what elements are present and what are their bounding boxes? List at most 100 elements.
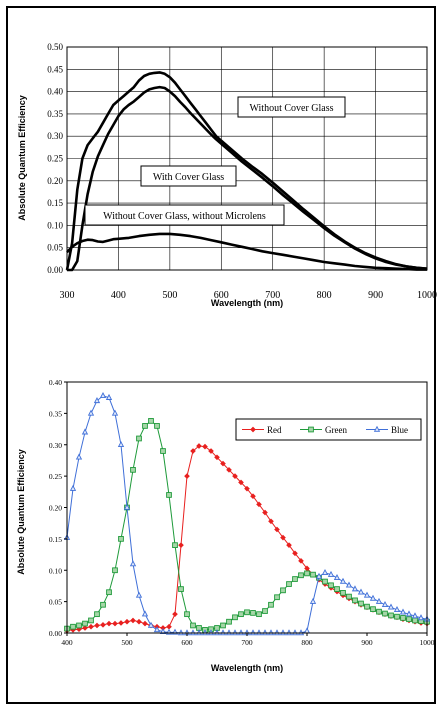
- chart2-green-point: [100, 601, 106, 608]
- chart2-series-green: [64, 418, 430, 633]
- chart2-blue-point: [309, 597, 317, 604]
- chart2-red-point: [118, 620, 124, 626]
- annotation-with-cover-glass: With Cover Glass: [140, 165, 237, 187]
- chart2-green-point: [148, 418, 154, 424]
- chart2-green-point: [304, 570, 310, 577]
- chart2-red-point: [208, 448, 214, 454]
- chart1-ytick-label: 0.10: [47, 220, 63, 230]
- chart2-red-point: [274, 526, 280, 533]
- chart2-blue-point: [327, 570, 335, 577]
- chart2-blue-point: [399, 608, 407, 615]
- chart2-blue-point: [417, 614, 425, 621]
- annotation-label: Without Cover Glass, without Microlens: [103, 211, 266, 222]
- chart2-blue-point: [363, 591, 371, 598]
- chart2-blue-point: [315, 572, 323, 579]
- chart2-ytick-label: 0.00: [49, 629, 62, 638]
- chart2-green-point: [106, 589, 112, 596]
- chart2-ytick-label: 0.35: [49, 409, 62, 418]
- chart1-x-axis-label: Wavelength (nm): [211, 298, 283, 308]
- chart2-red-point: [190, 448, 196, 454]
- chart1-ytick-label: 0.20: [47, 176, 63, 186]
- chart2-blue-point: [405, 610, 413, 617]
- chart2-plot-border: [66, 381, 428, 634]
- chart1-ytick-label: 0.35: [47, 109, 63, 119]
- chart2-red-point: [268, 518, 274, 525]
- legend-label-green: Green: [325, 425, 347, 435]
- chart2-ytick-label: 0.20: [49, 504, 62, 513]
- chart2-blue-point: [393, 606, 401, 613]
- chart2-red-point: [238, 479, 244, 486]
- chart2-red-point: [172, 611, 178, 617]
- chart2-blue-point: [141, 610, 149, 617]
- chart2-blue-point: [87, 409, 95, 416]
- chart2-red-point: [292, 550, 298, 557]
- legend-entry-red: Red: [242, 425, 282, 435]
- chart2-blue-point: [345, 581, 353, 588]
- chart2-green-point: [352, 597, 358, 604]
- chart2-yticks: 0.00 0.05 0.10 0.15 0.20 0.25 0.30 0.35 0.40: [49, 378, 67, 638]
- chart1-grid: [66, 46, 428, 271]
- chart2-red-point: [262, 509, 268, 516]
- chart2-green-point: [370, 606, 376, 613]
- chart2-blue-point: [147, 621, 155, 628]
- chart1-series-3-line: [66, 232, 427, 271]
- chart2-green-point: [118, 536, 124, 542]
- chart2-green-point: [172, 542, 178, 549]
- chart1-xticks: 300 400 500 600 700 800 900 1000: [60, 290, 438, 301]
- chart1-yticks: 0.00 0.05 0.10 0.15 0.20 0.25 0.30 0.35 0.40 0.45…: [47, 42, 63, 275]
- chart2-blue-point: [375, 597, 383, 604]
- chart1-ytick-label: 0.45: [47, 64, 63, 74]
- chart2-green-point: [70, 623, 76, 630]
- chart2-red-point: [142, 620, 148, 627]
- chart2-green-point: [226, 618, 232, 625]
- chart2-green-point: [232, 614, 238, 621]
- chart2-green-point: [334, 586, 340, 592]
- chart2-green-point: [388, 612, 394, 619]
- chart2-blue-point: [321, 568, 329, 576]
- chart1-ytick-label: 0.40: [47, 87, 63, 97]
- chart-rgb-quantum-efficiency: 0.00 0.05 0.10 0.15 0.20 0.25 0.30 0.35 0.40 400…: [16, 378, 435, 673]
- chart2-green-point: [328, 582, 334, 589]
- chart2-x-axis-label: Wavelength (nm): [211, 663, 283, 673]
- chart2-xtick-label: 900: [361, 638, 373, 647]
- chart2-green-point: [292, 576, 298, 582]
- chart2-blue-point: [123, 503, 131, 510]
- chart2-green-point: [88, 617, 94, 624]
- chart2-green-point: [286, 581, 292, 587]
- chart2-green-point: [298, 572, 304, 579]
- chart2-red-point: [298, 558, 304, 564]
- chart2-blue-point: [303, 627, 311, 634]
- chart2-green-point: [184, 611, 190, 618]
- chart2-green-point: [394, 613, 400, 620]
- chart2-green-point: [274, 594, 280, 601]
- chart1-xtick-label: 600: [214, 290, 229, 301]
- chart2-red-point: [124, 618, 130, 625]
- chart-without-cover-glass: 0.00 0.05 0.10 0.15 0.20 0.25 0.30 0.35 0.40 0.45…: [17, 42, 438, 308]
- chart1-y-axis-label: Absolute Quantum Efficiency: [17, 95, 27, 221]
- chart2-green-point: [166, 492, 172, 498]
- legend-label-blue: Blue: [391, 425, 408, 435]
- chart2-green-point: [364, 603, 370, 610]
- chart2-green-point: [76, 622, 82, 629]
- chart2-xtick-label: 800: [301, 638, 313, 647]
- chart2-blue-point: [69, 484, 77, 491]
- chart2-ytick-label: 0.05: [49, 598, 62, 607]
- chart2-ytick-label: 0.40: [49, 378, 62, 387]
- annotation-label: With Cover Glass: [153, 172, 224, 183]
- chart1-ytick-label: 0.15: [47, 198, 63, 208]
- chart2-y-axis-label: Absolute Quantum Efficiency: [16, 449, 26, 575]
- chart2-green-point: [262, 608, 268, 614]
- chart2-green-point: [280, 587, 286, 594]
- chart2-xtick-label: 700: [241, 638, 253, 647]
- chart2-xtick-label: 600: [181, 638, 193, 647]
- annotation-without-cover-glass: Without Cover Glass: [237, 96, 346, 118]
- chart2-red-point: [178, 542, 184, 548]
- chart2-red-point: [286, 542, 292, 548]
- chart2-blue-point: [159, 627, 167, 634]
- chart2-blue-point: [111, 409, 119, 416]
- chart2-red-point: [106, 620, 112, 627]
- chart2-ytick-label: 0.15: [49, 535, 62, 544]
- chart2-blue-point: [117, 440, 125, 448]
- chart2-green-point: [376, 608, 382, 615]
- chart2-blue-point: [99, 392, 107, 399]
